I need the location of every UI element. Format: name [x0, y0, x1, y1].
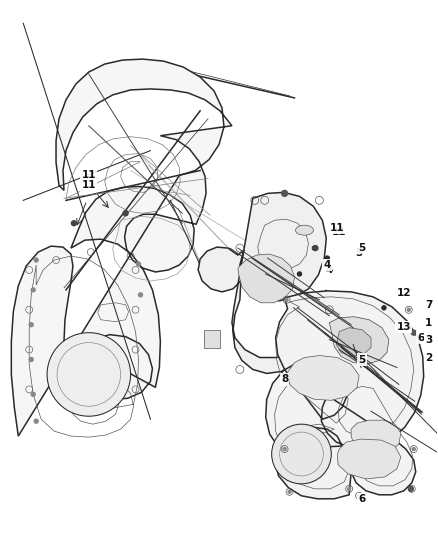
Circle shape	[408, 486, 413, 491]
Circle shape	[47, 333, 131, 416]
Circle shape	[138, 293, 142, 297]
Polygon shape	[336, 328, 371, 357]
Polygon shape	[337, 439, 401, 479]
Circle shape	[29, 322, 33, 327]
Circle shape	[312, 246, 316, 250]
Circle shape	[272, 424, 331, 484]
Polygon shape	[329, 317, 389, 365]
Circle shape	[288, 490, 291, 494]
Polygon shape	[351, 420, 401, 454]
Text: 7: 7	[425, 300, 432, 310]
Text: 6: 6	[358, 494, 366, 504]
Circle shape	[31, 288, 35, 292]
Circle shape	[412, 448, 415, 450]
Polygon shape	[204, 330, 220, 348]
Polygon shape	[288, 356, 359, 400]
Circle shape	[71, 221, 76, 225]
Circle shape	[357, 494, 360, 497]
Circle shape	[348, 487, 351, 490]
Text: 2: 2	[425, 352, 432, 362]
Text: 5: 5	[358, 243, 366, 253]
Circle shape	[297, 272, 301, 276]
Text: 4: 4	[324, 260, 331, 270]
Text: 6: 6	[417, 333, 424, 343]
Ellipse shape	[296, 225, 314, 235]
Polygon shape	[198, 192, 326, 374]
Text: 11: 11	[81, 181, 96, 190]
Circle shape	[285, 298, 288, 301]
Circle shape	[29, 358, 33, 361]
Text: 3: 3	[425, 335, 432, 345]
Circle shape	[410, 487, 413, 490]
Text: 11: 11	[81, 171, 96, 181]
Circle shape	[34, 419, 38, 423]
Polygon shape	[266, 291, 424, 499]
Text: 4: 4	[325, 265, 333, 275]
Circle shape	[34, 258, 38, 262]
Text: 5: 5	[358, 354, 366, 365]
Text: 5: 5	[356, 248, 363, 258]
Circle shape	[382, 306, 386, 310]
Circle shape	[137, 262, 141, 266]
Circle shape	[282, 190, 288, 196]
Circle shape	[123, 211, 128, 216]
Text: 11: 11	[332, 227, 346, 237]
Circle shape	[313, 246, 318, 251]
Circle shape	[31, 392, 35, 397]
Text: 8: 8	[281, 374, 288, 384]
Circle shape	[325, 256, 329, 260]
Circle shape	[411, 330, 416, 335]
Circle shape	[407, 308, 410, 311]
Polygon shape	[11, 59, 232, 436]
Text: 12: 12	[396, 288, 411, 298]
Text: 11: 11	[330, 223, 345, 233]
Text: 13: 13	[396, 322, 411, 332]
Text: 1: 1	[425, 318, 432, 328]
Circle shape	[283, 448, 286, 450]
Polygon shape	[238, 254, 294, 303]
